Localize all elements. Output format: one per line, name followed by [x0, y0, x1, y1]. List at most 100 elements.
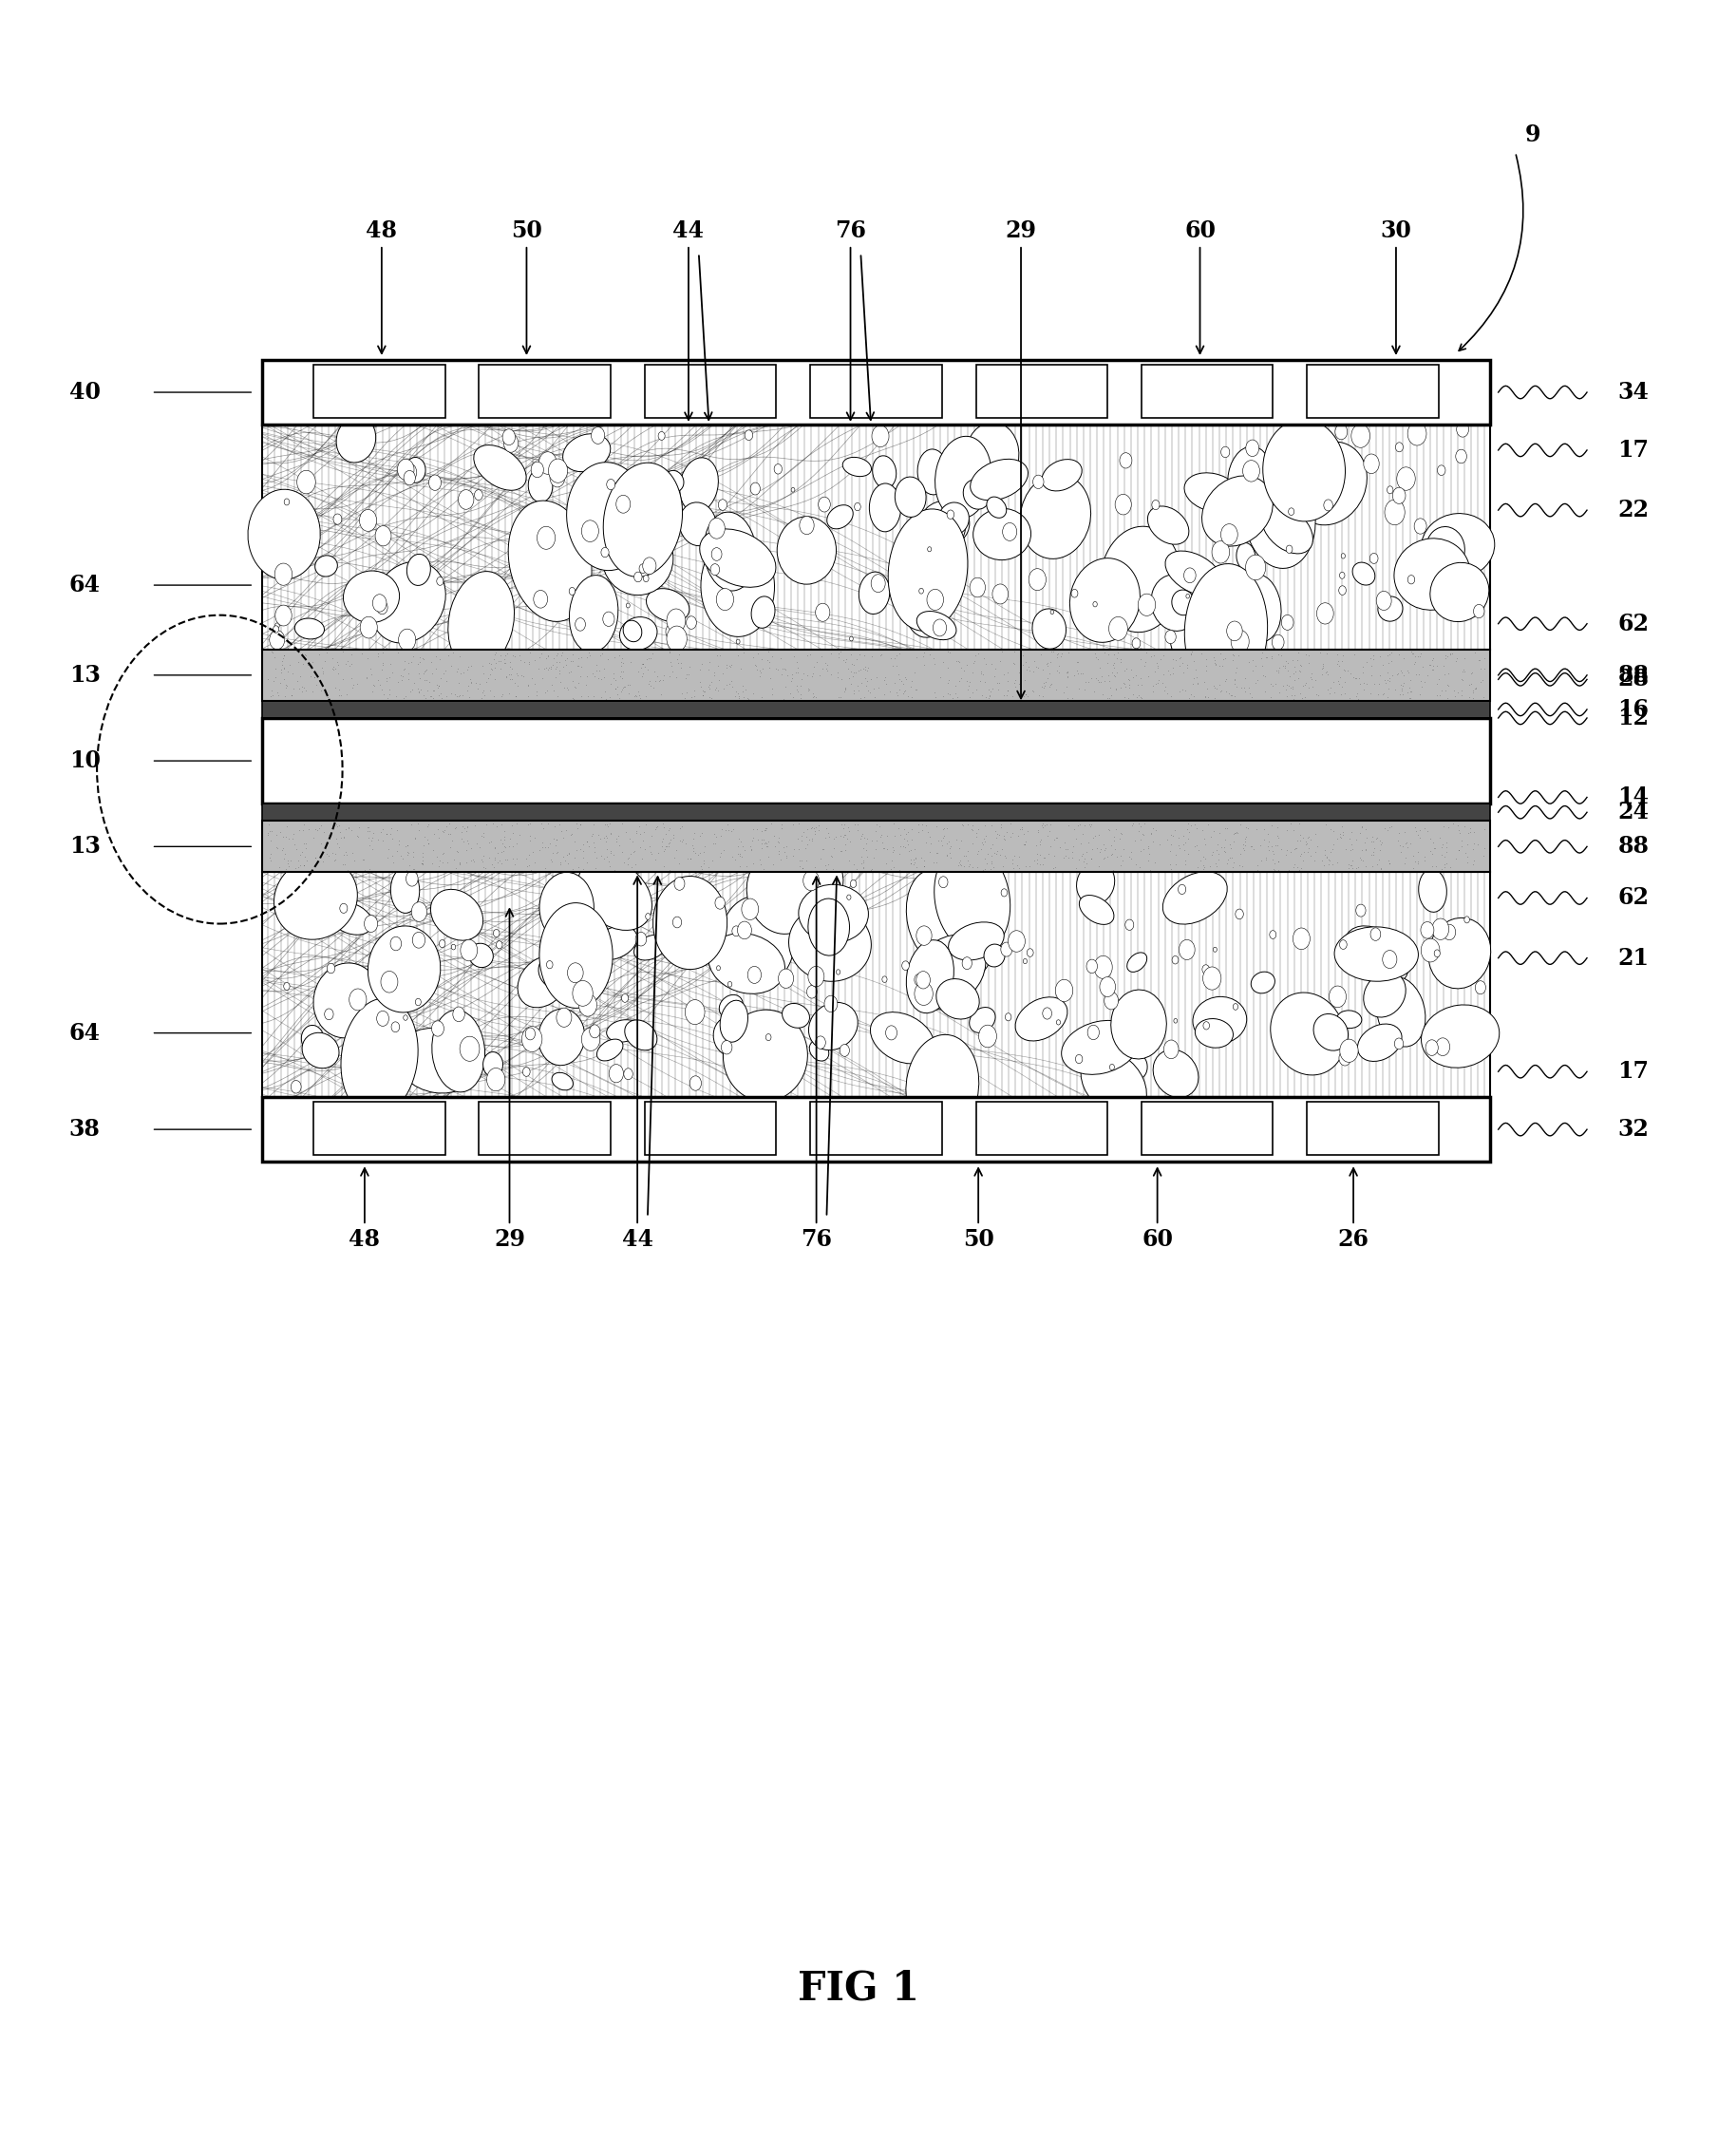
Point — [1467, 651, 1495, 686]
Circle shape — [1110, 1065, 1115, 1069]
Circle shape — [636, 931, 646, 946]
Point — [1100, 638, 1127, 673]
Point — [1072, 664, 1100, 699]
Point — [1314, 841, 1342, 875]
Point — [1366, 824, 1393, 858]
Point — [998, 843, 1026, 877]
Point — [1103, 671, 1130, 705]
Point — [1240, 832, 1268, 867]
Point — [579, 817, 606, 852]
Point — [1110, 666, 1137, 701]
Point — [629, 824, 656, 858]
Point — [971, 852, 998, 886]
Ellipse shape — [777, 517, 837, 584]
Point — [809, 832, 837, 867]
Point — [454, 826, 481, 860]
Point — [392, 852, 419, 886]
Point — [945, 664, 972, 699]
Point — [539, 640, 567, 675]
Point — [1450, 653, 1477, 688]
Point — [868, 636, 895, 671]
Point — [1343, 681, 1371, 716]
Point — [996, 806, 1024, 841]
Point — [1428, 852, 1455, 886]
Point — [332, 647, 359, 681]
Point — [844, 806, 871, 841]
Ellipse shape — [606, 1020, 641, 1041]
Circle shape — [1476, 981, 1486, 994]
Point — [1187, 636, 1215, 671]
Point — [789, 819, 816, 854]
Bar — [479, 1102, 610, 1156]
Point — [533, 673, 560, 707]
Point — [498, 638, 526, 673]
Point — [412, 653, 440, 688]
Point — [270, 640, 297, 675]
Point — [596, 806, 624, 841]
Point — [840, 655, 868, 690]
Point — [1136, 837, 1163, 871]
Point — [545, 636, 572, 671]
Point — [405, 675, 433, 709]
Ellipse shape — [517, 955, 569, 1007]
Point — [813, 649, 840, 683]
Point — [1357, 649, 1385, 683]
Point — [515, 645, 543, 679]
Point — [1084, 642, 1112, 677]
Point — [732, 673, 759, 707]
Point — [643, 811, 670, 845]
Point — [873, 845, 900, 880]
Point — [364, 824, 392, 858]
Point — [1055, 636, 1082, 671]
Ellipse shape — [969, 1007, 995, 1033]
Point — [689, 677, 716, 711]
Point — [694, 849, 722, 884]
Point — [1345, 815, 1373, 849]
Point — [1292, 679, 1319, 714]
Point — [430, 834, 457, 869]
Point — [481, 832, 509, 867]
Point — [895, 834, 923, 869]
Point — [1158, 679, 1185, 714]
Point — [701, 673, 728, 707]
Point — [558, 664, 586, 699]
Point — [1410, 664, 1438, 699]
Point — [399, 834, 426, 869]
Point — [1283, 636, 1311, 671]
Point — [1264, 845, 1292, 880]
Point — [1168, 673, 1196, 707]
Point — [1112, 679, 1139, 714]
Point — [861, 679, 888, 714]
Point — [747, 679, 775, 714]
Circle shape — [807, 985, 818, 998]
Point — [1029, 653, 1057, 688]
Point — [960, 645, 988, 679]
Point — [909, 806, 936, 841]
Point — [1335, 847, 1362, 882]
Point — [1285, 806, 1313, 841]
Point — [852, 662, 880, 696]
Point — [881, 817, 909, 852]
Point — [785, 806, 813, 841]
Point — [1423, 677, 1450, 711]
Point — [668, 645, 696, 679]
Point — [1129, 817, 1156, 852]
Point — [840, 660, 868, 694]
Point — [1359, 839, 1386, 873]
Point — [332, 811, 359, 845]
Ellipse shape — [344, 571, 399, 623]
Point — [373, 662, 400, 696]
Point — [1170, 832, 1197, 867]
Circle shape — [1100, 977, 1115, 996]
Point — [923, 808, 950, 843]
Point — [1258, 808, 1285, 843]
Text: 60: 60 — [1184, 220, 1216, 354]
Circle shape — [404, 470, 416, 485]
Point — [596, 679, 624, 714]
Point — [567, 806, 594, 841]
Point — [807, 638, 835, 673]
Point — [1295, 832, 1323, 867]
Point — [385, 636, 412, 671]
Circle shape — [1184, 567, 1196, 582]
Point — [1082, 662, 1110, 696]
